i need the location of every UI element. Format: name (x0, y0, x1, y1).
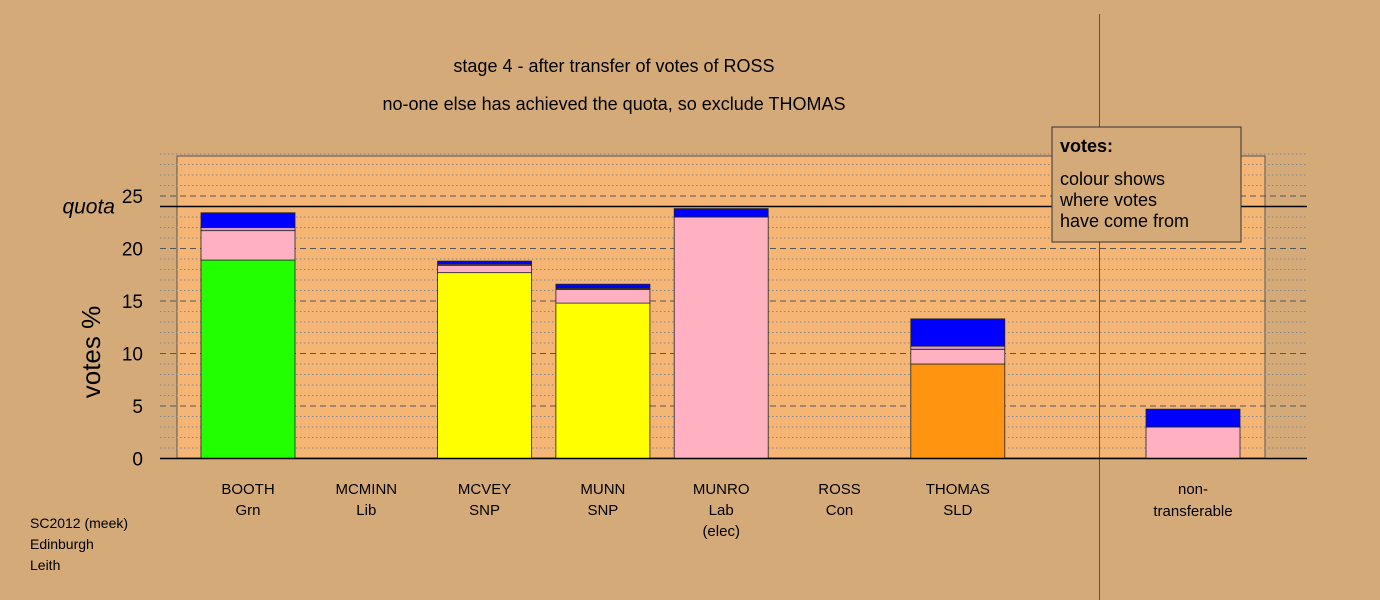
quota-label: quota (62, 196, 115, 219)
x-label-name: MUNN (580, 481, 625, 498)
footer-line-1: SC2012 (meek) (30, 515, 128, 531)
bar-segment (910, 363, 1006, 459)
y-tick-label: 25 (122, 187, 143, 208)
legend-box (1051, 126, 1242, 243)
legend-line-3: have come from (1060, 211, 1189, 231)
x-label-name: MUNRO (693, 481, 750, 498)
bar-segment (910, 345, 1006, 350)
chart-title: stage 4 - after transfer of votes of ROS… (453, 56, 774, 76)
y-tick-label: 0 (132, 450, 143, 471)
nontransferable-label-line2: transferable (1153, 503, 1232, 520)
bar-thomas (910, 318, 1006, 459)
y-tick-label: 5 (132, 397, 143, 418)
bar-segment (200, 230, 296, 261)
x-label-name: MCVEY (458, 481, 511, 498)
x-label-party: SNP (469, 502, 500, 519)
legend-line-2: where votes (1059, 190, 1157, 210)
bar-segment (910, 348, 1006, 365)
x-label-note: (elec) (702, 523, 740, 540)
bar-segment (200, 227, 296, 232)
x-label-party: Grn (235, 502, 260, 519)
chart-subtitle: no-one else has achieved the quota, so e… (383, 94, 846, 114)
legend: votes: colour shows where votes have com… (1051, 126, 1242, 243)
bar-segment (200, 259, 296, 459)
bar-segment (437, 272, 533, 459)
bar-segment (555, 283, 651, 289)
footer: SC2012 (meek) Edinburgh Leith (30, 515, 128, 573)
bar-segment (673, 216, 769, 459)
y-tick-label: 15 (122, 292, 143, 313)
legend-line-1: colour shows (1060, 169, 1165, 189)
x-label-party: Lab (709, 502, 734, 519)
footer-line-2: Edinburgh (30, 536, 94, 552)
y-tick-label: 20 (122, 240, 143, 261)
x-label-name: ROSS (818, 481, 861, 498)
bar-segment (555, 302, 651, 459)
footer-line-3: Leith (30, 557, 60, 573)
bar-segment (1145, 408, 1241, 428)
bar-segment (555, 289, 651, 304)
bar-segment (910, 318, 1006, 347)
x-label-party: SLD (943, 502, 972, 519)
nontransferable-label: non- transferable (1153, 481, 1232, 520)
bar-booth (200, 212, 296, 459)
y-axis-label: votes % (76, 306, 106, 399)
y-tick-labels: 0 5 10 15 20 25 (122, 187, 143, 471)
bar-segment (1145, 426, 1241, 459)
bar-munro (673, 208, 769, 459)
bar-munn (555, 283, 651, 459)
x-tick-labels: BOOTH Grn MCMINN Lib MCVEY SNP MUNN SNP MUNRO Lab… (221, 481, 990, 540)
bar-segment (437, 260, 533, 265)
bar-segment (673, 208, 769, 218)
nontransferable-label-line1: non- (1178, 481, 1208, 498)
x-label-name: THOMAS (926, 481, 990, 498)
bar-nontransferable (1145, 408, 1241, 459)
bar-mcvey (437, 260, 533, 459)
x-label-name: MCMINN (335, 481, 397, 498)
y-tick-label: 10 (122, 345, 143, 366)
x-label-party: SNP (587, 502, 618, 519)
x-label-party: Lib (356, 502, 376, 519)
legend-title: votes: (1060, 136, 1113, 156)
bar-segment (437, 264, 533, 274)
bar-segment (200, 212, 296, 228)
x-label-party: Con (826, 502, 854, 519)
bars (200, 208, 1241, 459)
x-label-name: BOOTH (221, 481, 274, 498)
